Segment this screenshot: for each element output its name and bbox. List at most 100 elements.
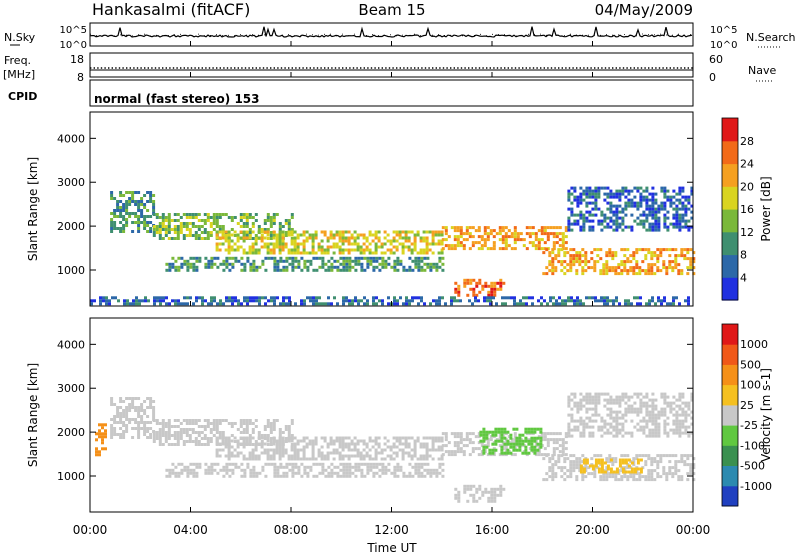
power-echo-cell [413,233,417,237]
power-echo-cell [396,256,400,260]
velocity-echo-cell [239,436,243,440]
velocity-echo-cell [435,468,439,472]
velocity-echo-cell [542,457,546,461]
velocity-echo-cell [263,442,267,446]
power-echo-cell [642,195,646,199]
power-echo-cell [413,239,417,243]
power-echo-cell [209,216,213,219]
power-echo-cell [585,216,589,220]
velocity-echo-cell [615,419,619,423]
power-echo-cell [393,259,397,263]
power-echo-cell [215,222,219,225]
velocity-echo-cell [686,457,690,461]
velocity-echo-cell [663,413,667,417]
power-echo-cell [534,232,538,236]
velocity-echo-cell [434,448,438,452]
power-echo-cell [144,299,147,303]
power-echo-cell [417,296,420,300]
velocity-echo-cell [591,419,595,423]
velocity-echo-cell [570,398,574,402]
power-echo-cell [230,248,234,252]
velocity-echo-cell [363,462,367,466]
power-echo-cell [484,281,488,285]
power-echo-cell [131,194,135,197]
power-echo-cell [656,260,660,264]
velocity-echo-cell [674,460,678,464]
velocity-echo-cell [167,428,171,431]
velocity-echo-cell [564,435,568,439]
velocity-echo-cell [488,451,492,455]
power-echo-cell [396,299,399,303]
power-echo-cell [429,262,433,266]
power-echo-cell [110,191,114,194]
velocity-echo-cell [603,425,607,429]
power-echo-cell [302,233,306,237]
velocity-echo-cell [158,422,162,425]
velocity-echo-cell [356,454,360,458]
velocity-echo-cell [200,443,204,446]
power-echo-cell [330,265,334,269]
velocity-echo-cell [171,471,175,475]
velocity-echo-cell [466,484,470,488]
velocity-echo-cell [395,445,399,449]
velocity-echo-cell [582,422,586,426]
power-colorbar-tick-label: 28 [740,135,754,148]
power-echo-cell [164,234,168,237]
power-echo-cell [236,233,240,237]
power-echo-cell [474,299,477,303]
velocity-echo-cell [660,410,664,414]
power-echo-cell [249,299,252,303]
power-echo-cell [426,262,430,266]
velocity-echo-cell [227,436,231,440]
power-echo-cell [660,189,664,193]
power-echo-cell [188,234,192,237]
velocity-echo-cell [573,395,577,399]
power-echo-cell [477,229,481,233]
velocity-echo-cell [149,427,153,430]
velocity-echo-cell [155,434,159,437]
velocity-echo-cell [384,468,388,472]
power-echo-cell [221,242,225,246]
power-echo-cell [681,204,685,208]
velocity-echo-cell [639,392,643,396]
velocity-echo-cell [101,435,104,439]
velocity-echo-cell [401,442,405,446]
power-echo-cell [648,225,652,229]
power-echo-cell [300,268,304,272]
power-echo-cell [362,242,366,246]
power-echo-cell [158,225,162,228]
velocity-echo-cell [188,419,192,422]
velocity-echo-cell [113,415,117,418]
power-echo-cell [630,198,634,202]
velocity-echo-cell [603,404,607,408]
velocity-echo-cell [644,475,648,479]
velocity-echo-cell [584,475,588,479]
power-echo-cell [590,257,594,261]
velocity-echo-cell [572,460,576,464]
velocity-echo-cell [636,461,640,465]
power-echo-cell [624,207,628,211]
velocity-echo-cell [624,392,628,396]
velocity-echo-cell [629,475,633,479]
power-echo-cell [444,226,448,230]
power-echo-cell [408,299,411,303]
power-echo-cell [663,207,667,211]
power-echo-cell [552,226,556,230]
power-echo-cell [225,262,229,266]
velocity-echo-cell [296,448,300,452]
power-echo-cell [336,265,340,269]
velocity-echo-cell [639,404,643,408]
power-echo-cell [215,230,219,234]
freq-left-label: Freq. [4,54,31,67]
power-echo-cell [228,268,232,272]
velocity-echo-cell [618,416,622,420]
power-echo-cell [549,299,552,303]
velocity-echo-cell [582,398,586,402]
power-echo-cell [608,266,612,270]
velocity-echo-cell [621,422,625,426]
velocity-echo-cell [149,421,153,424]
power-echo-cell [654,210,658,214]
velocity-echo-cell [686,463,690,467]
power-echo-cell [290,213,294,216]
power-echo-cell [567,207,571,211]
